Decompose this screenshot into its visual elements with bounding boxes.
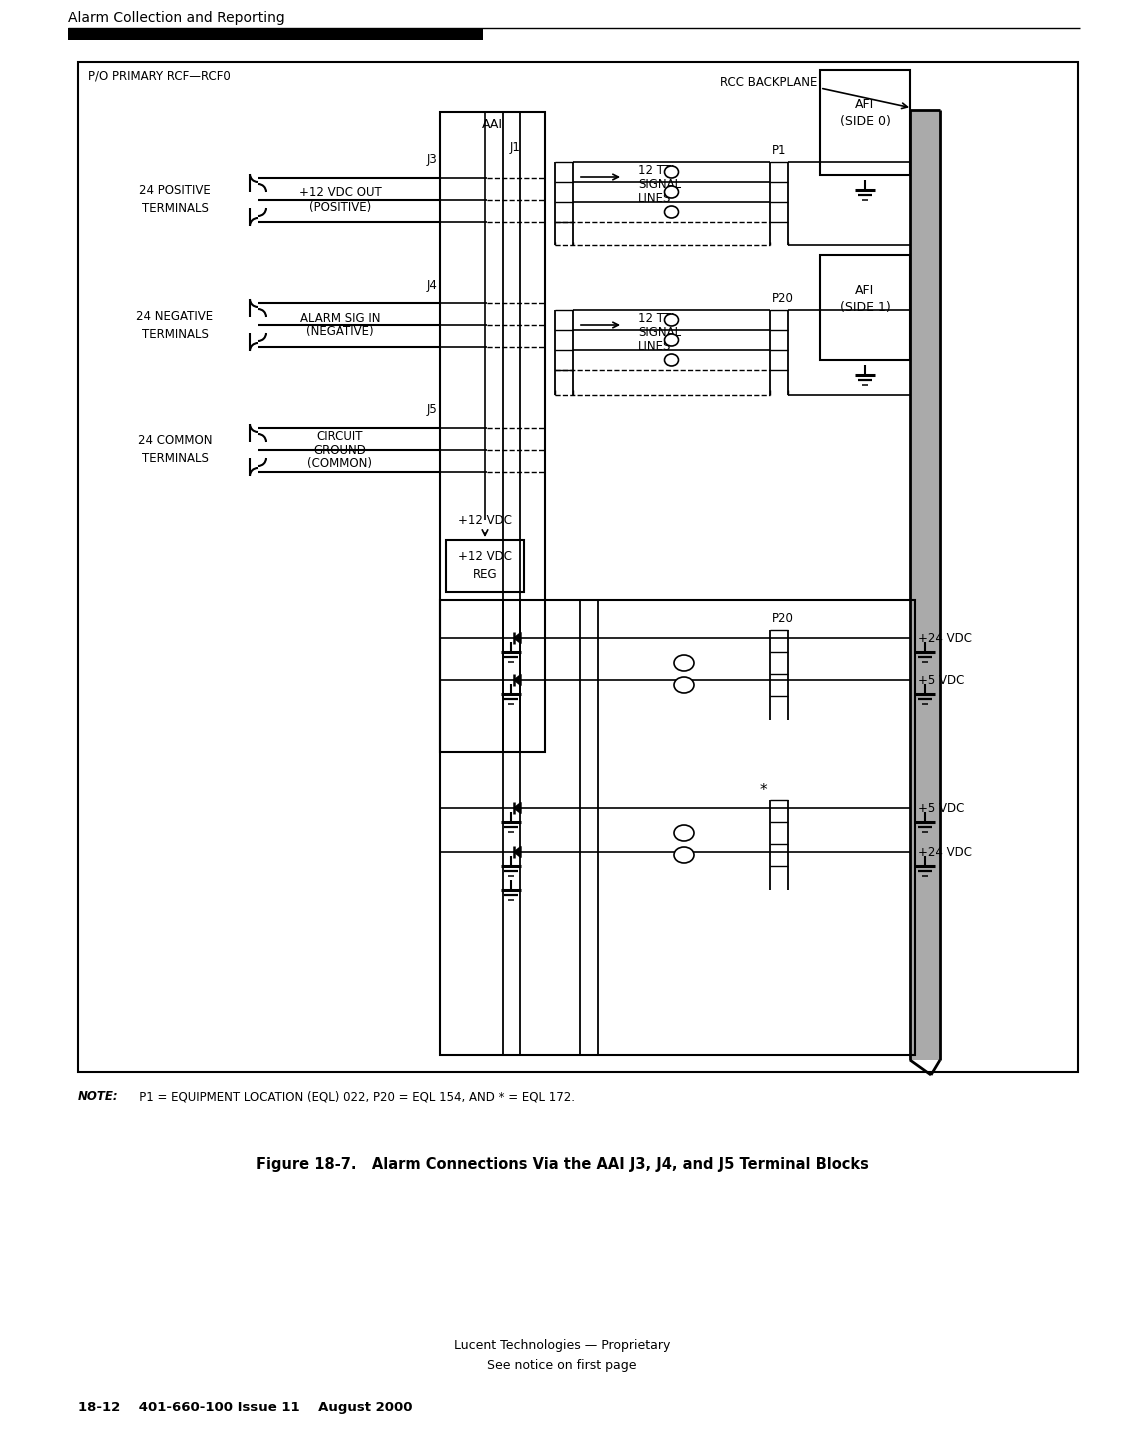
Text: SIGNAL: SIGNAL xyxy=(638,326,681,339)
Text: P1: P1 xyxy=(772,143,786,156)
Bar xyxy=(446,541,524,592)
Bar xyxy=(820,255,910,360)
Text: (COMMON): (COMMON) xyxy=(307,458,372,470)
Text: TERMINALS: TERMINALS xyxy=(142,452,208,466)
Text: 18-12    401-660-100 Issue 11    August 2000: 18-12 401-660-100 Issue 11 August 2000 xyxy=(78,1401,413,1414)
Text: +24 VDC: +24 VDC xyxy=(918,845,972,858)
Ellipse shape xyxy=(674,676,694,694)
Text: LINES: LINES xyxy=(638,192,672,204)
Text: See notice on first page: See notice on first page xyxy=(487,1358,637,1371)
Text: +5 VDC: +5 VDC xyxy=(918,801,964,815)
Text: AAI: AAI xyxy=(482,119,503,132)
Bar xyxy=(820,70,910,174)
Text: (SIDE 0): (SIDE 0) xyxy=(839,116,891,129)
Ellipse shape xyxy=(674,847,694,862)
Text: P/O PRIMARY RCF—RCF0: P/O PRIMARY RCF—RCF0 xyxy=(88,70,231,83)
Text: +12 VDC: +12 VDC xyxy=(458,513,512,526)
Ellipse shape xyxy=(665,315,678,326)
Text: 24 POSITIVE: 24 POSITIVE xyxy=(140,184,210,197)
Text: REG: REG xyxy=(472,568,497,581)
Text: P1 = EQUIPMENT LOCATION (EQL) 022, P20 = EQL 154, AND * = EQL 172.: P1 = EQUIPMENT LOCATION (EQL) 022, P20 =… xyxy=(128,1091,575,1104)
Text: Lucent Technologies — Proprietary: Lucent Technologies — Proprietary xyxy=(453,1338,670,1351)
Ellipse shape xyxy=(674,825,694,841)
Ellipse shape xyxy=(665,355,678,366)
Polygon shape xyxy=(514,847,521,858)
Text: AFI: AFI xyxy=(855,283,874,296)
Ellipse shape xyxy=(674,655,694,671)
Ellipse shape xyxy=(665,206,678,217)
Text: 24 NEGATIVE: 24 NEGATIVE xyxy=(136,309,214,323)
Bar xyxy=(910,110,940,1060)
Text: +12 VDC: +12 VDC xyxy=(458,551,512,563)
Text: J3: J3 xyxy=(426,153,436,166)
Polygon shape xyxy=(514,675,521,685)
Ellipse shape xyxy=(665,166,678,177)
Text: 12 TTL: 12 TTL xyxy=(638,163,677,176)
Bar xyxy=(78,61,1078,1072)
Text: (POSITIVE): (POSITIVE) xyxy=(309,200,371,213)
Text: TERMINALS: TERMINALS xyxy=(142,203,208,216)
Bar xyxy=(68,29,483,40)
Text: (SIDE 1): (SIDE 1) xyxy=(839,300,890,313)
Polygon shape xyxy=(514,802,521,814)
Text: CIRCUIT: CIRCUIT xyxy=(317,429,363,442)
Text: (NEGATIVE): (NEGATIVE) xyxy=(306,326,374,339)
Text: +24 VDC: +24 VDC xyxy=(918,632,972,645)
Text: Alarm Collection and Reporting: Alarm Collection and Reporting xyxy=(68,11,285,24)
Text: J1: J1 xyxy=(510,140,521,153)
Text: ALARM SIG IN: ALARM SIG IN xyxy=(299,312,380,325)
Text: NOTE:: NOTE: xyxy=(78,1091,118,1104)
Text: 12 TTL: 12 TTL xyxy=(638,312,677,325)
Text: P20: P20 xyxy=(772,292,794,305)
Bar xyxy=(440,601,915,1055)
Text: TERMINALS: TERMINALS xyxy=(142,327,208,340)
Text: LINES: LINES xyxy=(638,339,672,353)
Ellipse shape xyxy=(665,186,678,197)
Text: J5: J5 xyxy=(426,403,436,416)
Polygon shape xyxy=(514,632,521,644)
Text: SIGNAL: SIGNAL xyxy=(638,177,681,190)
Text: P20: P20 xyxy=(772,612,794,625)
Text: +5 VDC: +5 VDC xyxy=(918,674,964,686)
Text: *: * xyxy=(760,782,767,798)
Text: RCC BACKPLANE: RCC BACKPLANE xyxy=(720,76,818,89)
Text: GROUND: GROUND xyxy=(314,443,367,456)
Text: Figure 18-7.   Alarm Connections Via the AAI J3, J4, and J5 Terminal Blocks: Figure 18-7. Alarm Connections Via the A… xyxy=(255,1157,868,1173)
Bar xyxy=(440,112,544,752)
Text: J4: J4 xyxy=(426,279,436,292)
Text: AFI: AFI xyxy=(855,99,874,112)
Ellipse shape xyxy=(665,335,678,346)
Text: +12 VDC OUT: +12 VDC OUT xyxy=(298,186,381,200)
Text: 24 COMMON: 24 COMMON xyxy=(137,435,213,448)
